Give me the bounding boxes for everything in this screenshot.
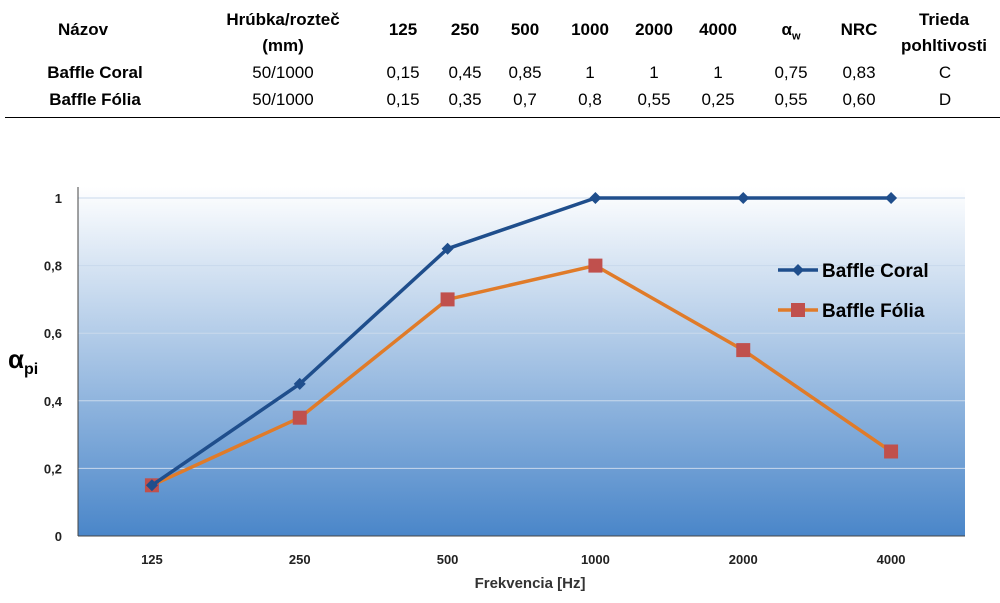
header-alpha-sub: w — [791, 30, 801, 43]
data-point-square — [292, 410, 307, 425]
row-coral-125: 0,15 — [386, 63, 420, 82]
series-group — [144, 192, 899, 493]
y-tick-label: 0 — [55, 529, 62, 544]
row-coral-4000: 1 — [713, 63, 723, 82]
header-class: Trieda pohltivosti — [890, 7, 998, 59]
header-thickness: Hrúbka/rozteč (mm) — [208, 7, 358, 59]
grid-lines — [77, 187, 965, 537]
series-line — [151, 263, 893, 487]
header-name: Názov — [58, 20, 109, 39]
header-thickness-line2: (mm) — [262, 36, 304, 55]
x-tick-label: 125 — [141, 552, 163, 567]
data-point-square — [791, 303, 805, 317]
x-tick-label: 2000 — [729, 552, 758, 567]
header-class-line2: pohltivosti — [901, 36, 987, 55]
row-folia-125: 0,15 — [386, 90, 420, 109]
x-tick-label: 500 — [437, 552, 459, 567]
data-point-square — [884, 444, 899, 459]
y-tick-label: 0,4 — [44, 394, 63, 409]
header-alpha: α — [781, 20, 792, 39]
row-folia-alpha-w: 0,55 — [774, 90, 808, 109]
row-folia-thickness: 50/1000 — [252, 90, 314, 109]
x-axis-label: Frekvencia [Hz] — [475, 575, 586, 592]
header-thickness-line1: Hrúbka/rozteč — [226, 10, 340, 29]
data-point-square — [440, 292, 455, 307]
data-point-diamond — [441, 242, 454, 255]
row-coral-class: C — [938, 63, 952, 82]
x-tick-label: 250 — [289, 552, 311, 567]
series-line — [150, 196, 892, 487]
row-coral-name: Baffle Coral — [47, 63, 143, 82]
header-nrc: NRC — [840, 20, 878, 39]
row-coral-500: 0,85 — [508, 63, 542, 82]
row-folia-name: Baffle Fólia — [49, 90, 141, 109]
header-4000: 4000 — [699, 20, 737, 39]
series-baffle-coral — [145, 192, 898, 492]
absorption-chart: 0 0,2 0,4 0,6 0,8 1 125 250 500 1000 2000 4000 Baf… — [8, 187, 965, 592]
data-point-diamond — [145, 479, 158, 492]
row-coral-thickness: 50/1000 — [252, 63, 314, 82]
x-tick-labels: 125 250 500 1000 2000 4000 — [141, 552, 905, 567]
row-folia-250: 0,35 — [448, 90, 482, 109]
row-folia-1000: 0,8 — [578, 90, 602, 109]
x-tick-label: 4000 — [877, 552, 906, 567]
data-point-diamond — [737, 192, 750, 204]
header-1000: 1000 — [571, 20, 609, 39]
data-point-diamond — [589, 192, 602, 204]
data-point-square — [736, 343, 751, 358]
header-alpha-w: αw — [766, 20, 816, 42]
plot-area — [78, 187, 965, 536]
row-folia-500: 0,7 — [513, 90, 537, 109]
row-folia-4000: 0,25 — [701, 90, 735, 109]
row-folia-class: D — [938, 90, 952, 109]
y-tick-label: 0,8 — [44, 259, 62, 274]
data-point-square — [588, 258, 603, 273]
header-500: 500 — [510, 20, 540, 39]
row-folia-nrc: 0,60 — [842, 90, 876, 109]
row-coral-nrc: 0,83 — [842, 63, 876, 82]
table-bottom-rule — [5, 117, 1000, 118]
header-125: 125 — [388, 20, 418, 39]
y-tick-label: 0,2 — [44, 461, 62, 476]
absorption-table: Názov Hrúbka/rozteč (mm) 125 250 500 100… — [0, 0, 1000, 118]
header-250: 250 — [450, 20, 480, 39]
legend-label: Baffle Coral — [822, 261, 929, 282]
header-class-line1: Trieda — [918, 10, 970, 29]
row-coral-1000: 1 — [585, 63, 595, 82]
y-axis-label-sub: pi — [24, 361, 38, 378]
data-point-diamond — [885, 192, 898, 204]
y-tick-label: 0,6 — [44, 326, 62, 341]
row-coral-250: 0,45 — [448, 63, 482, 82]
y-axis-label-alpha: α — [8, 344, 24, 374]
data-point-diamond — [293, 377, 306, 390]
legend-label: Baffle Fólia — [822, 301, 925, 322]
y-tick-labels: 0 0,2 0,4 0,6 0,8 1 — [44, 191, 63, 544]
header-2000: 2000 — [635, 20, 673, 39]
row-coral-2000: 1 — [649, 63, 659, 82]
data-point-diamond — [792, 264, 804, 276]
series-baffle-fólia — [144, 258, 899, 493]
y-axis-label: αpi — [8, 344, 38, 378]
y-tick-label: 1 — [55, 191, 62, 206]
row-coral-alpha-w: 0,75 — [774, 63, 808, 82]
legend: Baffle Coral Baffle Fólia — [778, 261, 929, 322]
x-tick-label: 1000 — [581, 552, 610, 567]
row-folia-2000: 0,55 — [637, 90, 671, 109]
